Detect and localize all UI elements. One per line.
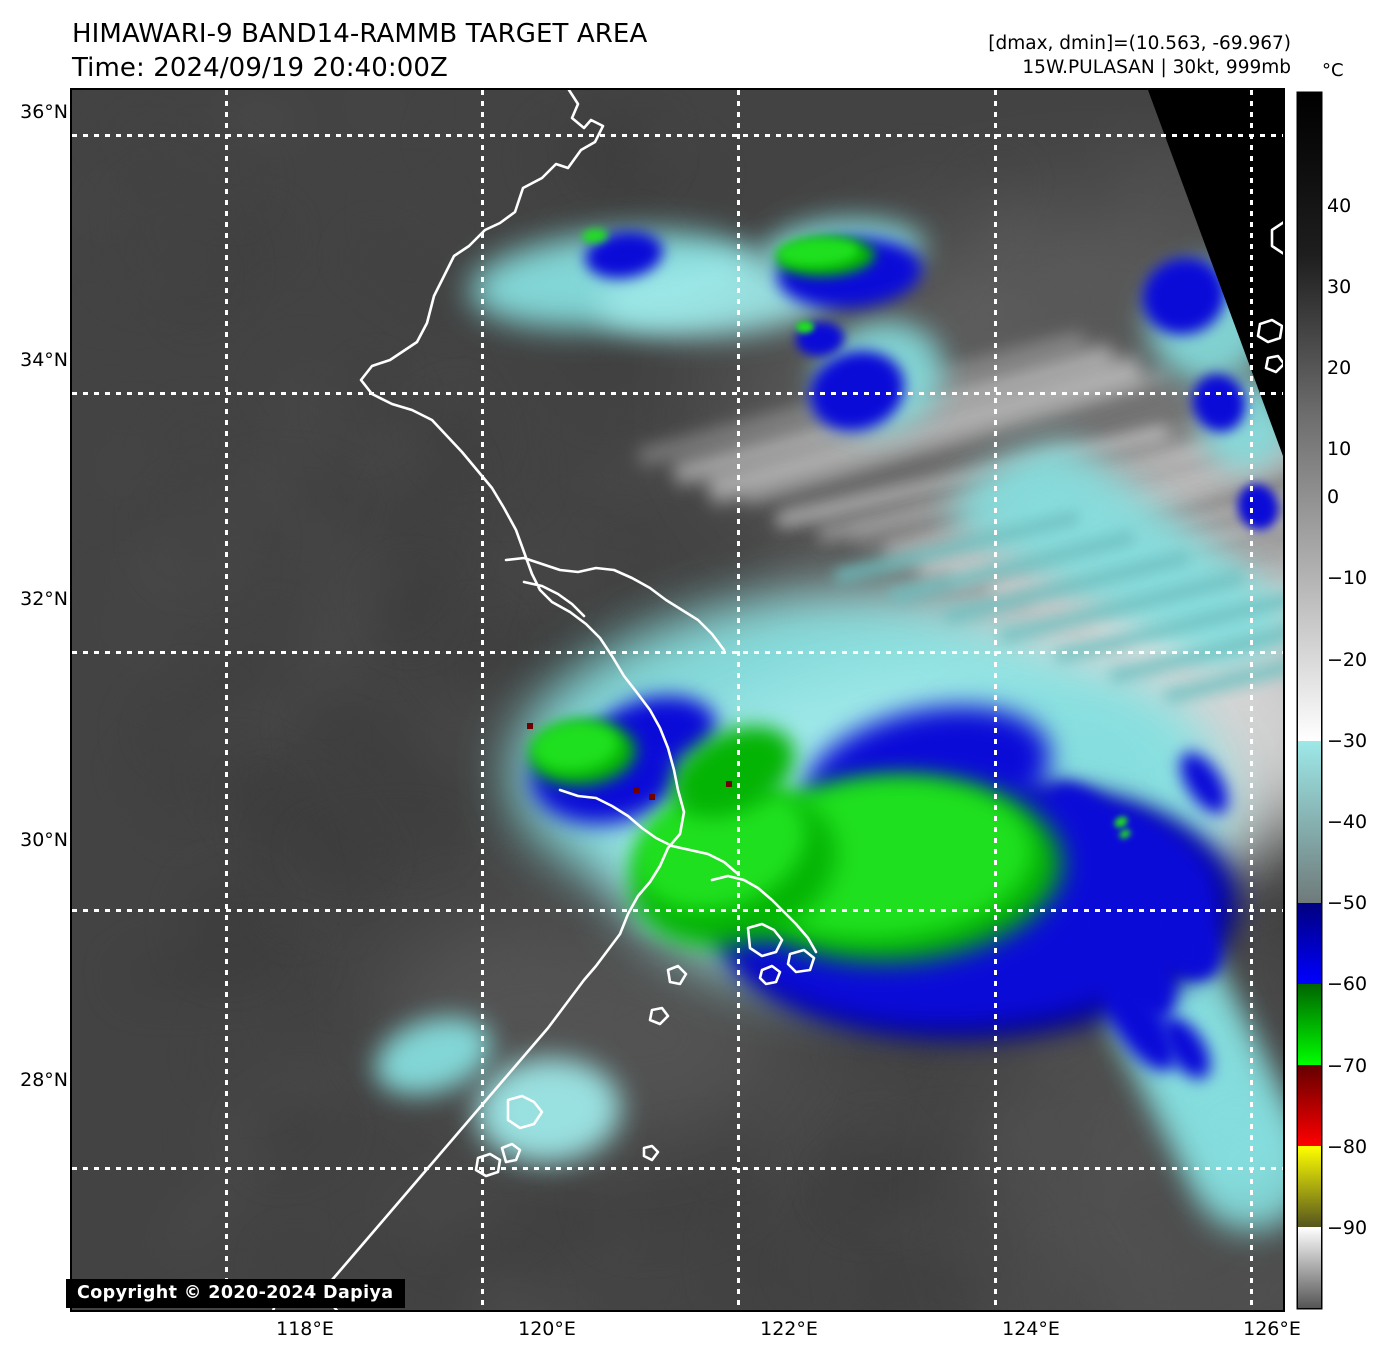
cbar-tick-m80: −80 — [1327, 1136, 1368, 1158]
gridline-lat — [72, 1166, 1283, 1170]
gridline-lat — [72, 392, 1283, 396]
coldest-pixel — [633, 787, 640, 794]
title-line: HIMAWARI-9 BAND14-RAMMB TARGET AREA — [72, 19, 648, 49]
gridline-lon — [224, 90, 228, 1310]
satellite-raster — [72, 90, 1283, 1310]
y-tick-28n: 28°N — [20, 1069, 68, 1091]
coldest-pixel — [526, 722, 533, 729]
cbar-tick-30: 30 — [1327, 276, 1352, 298]
cbar-tick-m10: −10 — [1327, 567, 1368, 589]
cbar-tick-m20: −20 — [1327, 649, 1368, 671]
data-minmax-label: [dmax, dmin]=(10.563, -69.967) — [988, 33, 1291, 54]
x-tick-124e: 124°E — [1002, 1318, 1060, 1340]
satellite-image-plot[interactable] — [72, 90, 1283, 1310]
cbar-tick-m60: −60 — [1327, 973, 1368, 995]
x-tick-122e: 122°E — [760, 1318, 818, 1340]
metadata-block: [dmax, dmin]=(10.563, -69.967) 15W.PULAS… — [988, 32, 1291, 81]
y-tick-32n: 32°N — [20, 588, 68, 610]
coldest-pixel — [725, 780, 732, 787]
storm-info-label: 15W.PULASAN | 30kt, 999mb — [1022, 57, 1291, 79]
timestamp-line: Time: 2024/09/19 20:40:00Z — [72, 52, 448, 83]
gridline-lon — [1249, 90, 1253, 1310]
cbar-tick-m90: −90 — [1327, 1217, 1368, 1239]
cbar-tick-m40: −40 — [1327, 811, 1368, 833]
cbar-tick-m70: −70 — [1327, 1055, 1368, 1077]
cbar-tick-40: 40 — [1327, 195, 1352, 217]
cloud-blob — [796, 321, 815, 334]
gridline-lat — [72, 134, 1283, 138]
x-tick-126e: 126°E — [1243, 1318, 1301, 1340]
gridline-lon — [481, 90, 485, 1310]
y-tick-34n: 34°N — [20, 349, 68, 371]
colorbar-unit-label: °C — [1322, 60, 1344, 81]
scan-edge-wedge — [1148, 90, 1283, 456]
x-tick-118e: 118°E — [276, 1318, 334, 1340]
copyright-banner: Copyright © 2020-2024 Dapiya — [66, 1279, 405, 1308]
cbar-tick-m50: −50 — [1327, 892, 1368, 914]
cbar-tick-20: 20 — [1327, 357, 1352, 379]
temperature-colorbar[interactable] — [1298, 93, 1321, 1308]
gridline-lon — [737, 90, 741, 1310]
y-tick-30n: 30°N — [20, 829, 68, 851]
page-title: HIMAWARI-9 BAND14-RAMMB TARGET AREA Time… — [72, 18, 647, 86]
coldest-pixel — [648, 793, 655, 800]
coastline-overlay — [271, 90, 1283, 1310]
cbar-tick-0: 0 — [1327, 486, 1340, 508]
x-tick-120e: 120°E — [518, 1318, 576, 1340]
gridline-lon — [993, 90, 997, 1310]
y-tick-36n: 36°N — [20, 101, 68, 123]
gridline-lat — [72, 908, 1283, 912]
cbar-tick-10: 10 — [1327, 438, 1352, 460]
cbar-tick-m30: −30 — [1327, 730, 1368, 752]
gridline-lat — [72, 650, 1283, 654]
